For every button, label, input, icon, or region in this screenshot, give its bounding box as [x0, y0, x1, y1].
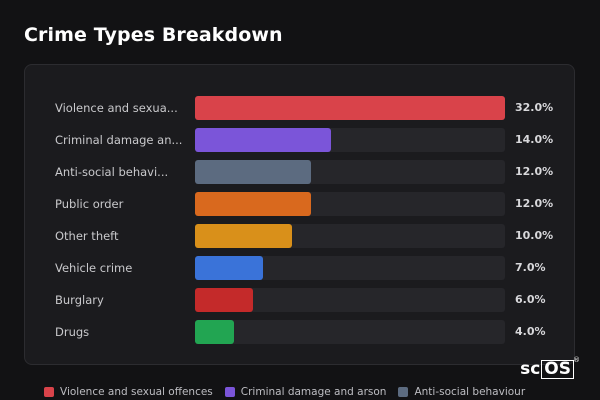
- bar-row: Violence and sexua... 32.0%: [25, 96, 576, 120]
- bar-row: Burglary 6.0%: [25, 288, 576, 312]
- bar-track: [195, 96, 505, 120]
- bar: [195, 128, 331, 152]
- legend-swatch: [398, 387, 409, 397]
- bar-row: Other theft 10.0%: [25, 224, 576, 248]
- logo-prefix: sc: [520, 359, 541, 379]
- bar: [195, 192, 311, 216]
- bar: [195, 160, 311, 184]
- chart-title: Crime Types Breakdown: [24, 24, 283, 46]
- bar-category-label: Criminal damage an...: [55, 133, 183, 147]
- bar-track: [195, 160, 505, 184]
- bar-row: Criminal damage an... 14.0%: [25, 128, 576, 152]
- bar-track: [195, 128, 505, 152]
- bar-track: [195, 224, 505, 248]
- legend-item: Criminal damage and arson: [224, 386, 387, 398]
- bar-category-label: Anti-social behavi...: [55, 165, 169, 179]
- bar-value-label: 12.0%: [515, 197, 554, 210]
- bar-category-label: Violence and sexua...: [55, 101, 178, 115]
- bar-value-label: 6.0%: [515, 293, 546, 306]
- scos-logo: sc OS ®: [520, 356, 580, 379]
- bar-row: Vehicle crime 7.0%: [25, 256, 576, 280]
- legend-swatch: [44, 387, 54, 397]
- bar-track: [195, 192, 505, 216]
- legend-label: Anti-social behaviour: [414, 386, 526, 398]
- bar-category-label: Other theft: [55, 229, 119, 243]
- bar-category-label: Burglary: [55, 293, 104, 307]
- bar-track: [195, 256, 505, 280]
- bar: [195, 320, 234, 344]
- bar-value-label: 7.0%: [515, 261, 546, 274]
- legend-item: Violence and sexual offences: [44, 386, 213, 398]
- bar-category-label: Public order: [55, 197, 124, 211]
- bar-category-label: Vehicle crime: [55, 261, 133, 275]
- bar-track: [195, 288, 505, 312]
- bar-category-label: Drugs: [55, 325, 90, 339]
- legend-label: Violence and sexual offences: [60, 386, 213, 398]
- bar-value-label: 10.0%: [515, 229, 554, 242]
- legend-swatch: [224, 387, 235, 397]
- bar-track: [195, 320, 505, 344]
- legend-label: Criminal damage and arson: [240, 386, 387, 398]
- chart-card: Violence and sexua... 32.0% Criminal damag…: [24, 64, 575, 365]
- bar-value-label: 32.0%: [515, 101, 554, 114]
- chart-legend: Violence and sexual offences Criminal dam…: [44, 386, 525, 398]
- bar-row: Drugs 4.0%: [25, 320, 576, 344]
- bar-value-label: 4.0%: [515, 325, 546, 338]
- bar-value-label: 12.0%: [515, 165, 554, 178]
- bar: [195, 224, 292, 248]
- registered-mark: ®: [573, 356, 580, 364]
- bar: [195, 256, 263, 280]
- bar-row: Public order 12.0%: [25, 192, 576, 216]
- logo-boxed-text: OS: [541, 359, 574, 379]
- bar: [195, 96, 505, 120]
- bar-value-label: 14.0%: [515, 133, 554, 146]
- bar-row: Anti-social behavi... 12.0%: [25, 160, 576, 184]
- bar: [195, 288, 253, 312]
- legend-item: Anti-social behaviour: [398, 386, 525, 398]
